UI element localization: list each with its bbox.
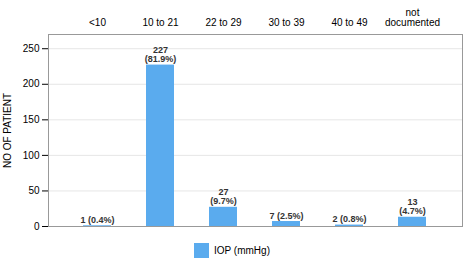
svg-text:10 to 21: 10 to 21 xyxy=(142,17,179,28)
svg-text:13(4.7%): 13(4.7%) xyxy=(399,197,426,216)
svg-text:250: 250 xyxy=(23,43,40,54)
svg-text:7 (2.5%): 7 (2.5%) xyxy=(269,211,303,221)
svg-text:2 (0.8%): 2 (0.8%) xyxy=(332,214,366,224)
svg-text:200: 200 xyxy=(23,78,40,89)
svg-text:40 to 49: 40 to 49 xyxy=(331,17,368,28)
svg-text:27(9.7%): 27(9.7%) xyxy=(210,187,237,206)
svg-text:notdocumented: notdocumented xyxy=(385,7,440,28)
svg-text:50: 50 xyxy=(28,185,40,196)
svg-text:100: 100 xyxy=(23,150,40,161)
svg-text:1 (0.4%): 1 (0.4%) xyxy=(80,215,114,225)
svg-text:150: 150 xyxy=(23,114,40,125)
svg-text:22 to 29: 22 to 29 xyxy=(205,17,242,28)
svg-text:30 to 39: 30 to 39 xyxy=(268,17,305,28)
svg-text:<10: <10 xyxy=(89,17,106,28)
svg-text:0: 0 xyxy=(34,221,40,232)
html-text:IOP (mmHg): IOP (mmHg) xyxy=(214,245,270,256)
svg-text:227(81.9%): 227(81.9%) xyxy=(145,45,177,64)
svg-text:NO OF PATIENT: NO OF PATIENT xyxy=(2,93,13,168)
